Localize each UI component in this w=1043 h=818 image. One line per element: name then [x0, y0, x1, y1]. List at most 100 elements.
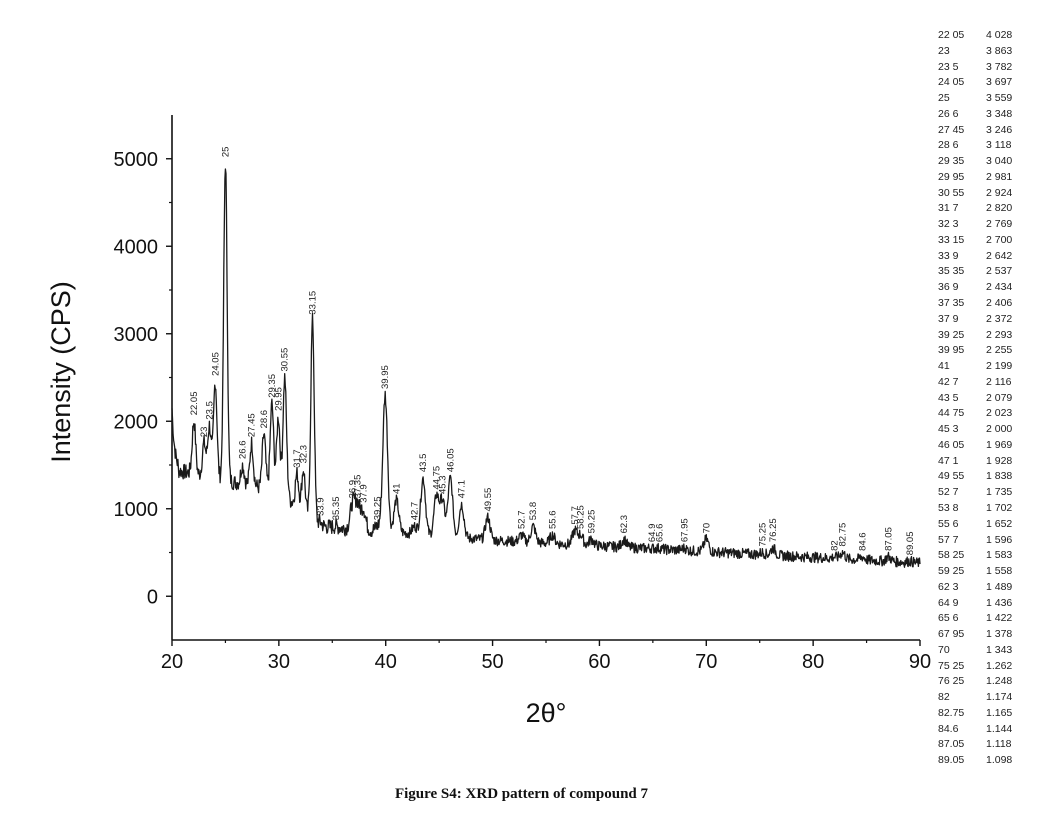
d-table-row: 41 2 199 [938, 359, 1038, 375]
d-table-spacing: 1 583 [986, 549, 1013, 562]
d-table-spacing: 1 969 [986, 438, 1013, 451]
d-table-row: 31 7 2 820 [938, 201, 1038, 217]
d-table-spacing: 2 255 [986, 344, 1013, 357]
d-table-spacing: 2 293 [986, 328, 1013, 341]
peak-label: 43.5 [418, 454, 429, 473]
peak-label: 47.1 [457, 480, 468, 499]
xrd-trace-line [171, 168, 921, 568]
y-tick-label: 5000 [114, 149, 159, 171]
d-table-row: 44 75 2 023 [938, 406, 1038, 422]
peak-label: 25 [220, 147, 231, 158]
d-table-theta: 44 75 [938, 407, 965, 420]
peak-label: 39.25 [373, 497, 384, 521]
d-table-theta: 67 95 [938, 628, 965, 641]
d-table-theta: 82 [938, 691, 950, 704]
peak-label: 37.35 [352, 475, 363, 499]
peak-label: 36.9 [348, 480, 359, 499]
peak-label: 82 [830, 540, 841, 551]
d-table-spacing: 2 981 [986, 170, 1013, 183]
x-axis-label: 2θ° [526, 698, 567, 728]
d-table-spacing: 1 838 [986, 470, 1013, 483]
d-table-row: 62 3 1 489 [938, 580, 1038, 596]
y-tick-label: 4000 [114, 236, 159, 258]
peak-label: 27.45 [247, 413, 258, 437]
d-table-row: 42 7 2 116 [938, 375, 1038, 391]
d-table-spacing: 2 406 [986, 297, 1013, 310]
d-table-theta: 49 55 [938, 470, 965, 483]
d-table-spacing: 2 434 [986, 281, 1013, 294]
d-table-row: 75 25 1.262 [938, 659, 1038, 675]
peak-label: 32.3 [298, 445, 309, 464]
d-table-row: 70 1 343 [938, 643, 1038, 659]
peak-label: 65.6 [654, 524, 665, 543]
x-tick-label: 50 [481, 651, 503, 673]
d-table-row: 28 6 3 118 [938, 138, 1038, 154]
d-table-row: 46 05 1 969 [938, 438, 1038, 454]
x-tick-label: 40 [375, 651, 397, 673]
d-table-spacing: 1.144 [986, 722, 1013, 735]
d-table-row: 82 1.174 [938, 690, 1038, 706]
peak-label: 30.55 [280, 348, 291, 372]
peak-label: 41 [391, 483, 402, 494]
peak-label: 70 [701, 523, 712, 534]
d-table-row: 87.05 1.118 [938, 737, 1038, 753]
d-table-spacing: 4 028 [986, 29, 1013, 41]
d-table-row: 58 25 1 583 [938, 548, 1038, 564]
d-table-theta: 55 6 [938, 517, 959, 530]
d-table-theta: 27 45 [938, 123, 965, 136]
d-table-row: 39 25 2 293 [938, 328, 1038, 344]
y-tick-label: 1000 [114, 499, 159, 521]
d-table-theta: 53 8 [938, 501, 959, 514]
d-table-theta: 45 3 [938, 423, 959, 436]
d-table-theta: 87.05 [938, 738, 965, 751]
d-table-row: 76 25 1.248 [938, 674, 1038, 690]
d-table-theta: 62 3 [938, 580, 959, 593]
peak-label: 67.95 [679, 518, 690, 542]
y-axis-label: Intensity (CPS) [46, 281, 76, 463]
d-table-row: 45 3 2 000 [938, 422, 1038, 438]
d-table-theta: 76 25 [938, 675, 965, 688]
peak-label: 76.25 [768, 518, 779, 542]
d-table-spacing: 1 928 [986, 454, 1013, 467]
d-table-spacing: 1 558 [986, 565, 1013, 578]
d-table-spacing: 3 863 [986, 44, 1013, 57]
peak-labels: 22.05 23 23.5 24.05 25 26.6 27.45 28.6 29.3529.9… [189, 147, 916, 556]
d-table-row: 53 8 1 702 [938, 501, 1038, 517]
d-table-row: 84.6 1.144 [938, 722, 1038, 738]
d-table-theta: 43 5 [938, 391, 959, 404]
d-table-spacing: 3 040 [986, 155, 1013, 168]
d-table-row: 36 9 2 434 [938, 280, 1038, 296]
chart-ticks: 20 30 40 50 60 70 80 90 0 1000 2000 3000 4000 5000 [114, 149, 932, 673]
y-tick-label: 3000 [114, 324, 159, 346]
d-table-theta: 65 6 [938, 612, 959, 625]
x-tick-label: 90 [909, 651, 931, 673]
d-table-spacing: 1 652 [986, 517, 1013, 530]
peak-label: 58.25 [576, 505, 587, 529]
figure-caption: Figure S4: XRD pattern of compound 7 [394, 786, 649, 802]
d-table-theta: 75 25 [938, 659, 965, 672]
d-table-theta: 23 [938, 44, 950, 57]
d-table-theta: 84.6 [938, 722, 959, 735]
d-table-theta: 64 9 [938, 596, 959, 609]
d-table-theta: 33 15 [938, 233, 965, 246]
d-table-row: 39 95 2 255 [938, 343, 1038, 359]
peak-label: 59.25 [586, 510, 597, 534]
d-table-spacing: 3 559 [986, 92, 1013, 105]
y-tick-label: 2000 [114, 411, 159, 433]
d-table-row: 67 95 1 378 [938, 627, 1038, 643]
d-table-spacing: 2 079 [986, 391, 1013, 404]
d-table-spacing: 1.118 [986, 738, 1012, 751]
peak-label: 33.9 [316, 497, 327, 516]
d-table-row: 59 25 1 558 [938, 564, 1038, 580]
d-table-theta: 52 7 [938, 486, 959, 499]
d-table-row: 37 35 2 406 [938, 296, 1038, 312]
d-table-row: 23 3 863 [938, 44, 1038, 60]
d-table-row: 27 45 3 246 [938, 123, 1038, 139]
peak-label: 46.05 [445, 448, 456, 472]
d-table-theta: 39 95 [938, 344, 965, 357]
peak-label: 75.25 [757, 523, 768, 547]
d-table-row: 89.05 1.098 [938, 753, 1038, 769]
d-table-theta: 82.75 [938, 706, 965, 719]
d-table-theta: 25 [938, 92, 950, 105]
d-table-spacing: 1 596 [986, 533, 1013, 546]
